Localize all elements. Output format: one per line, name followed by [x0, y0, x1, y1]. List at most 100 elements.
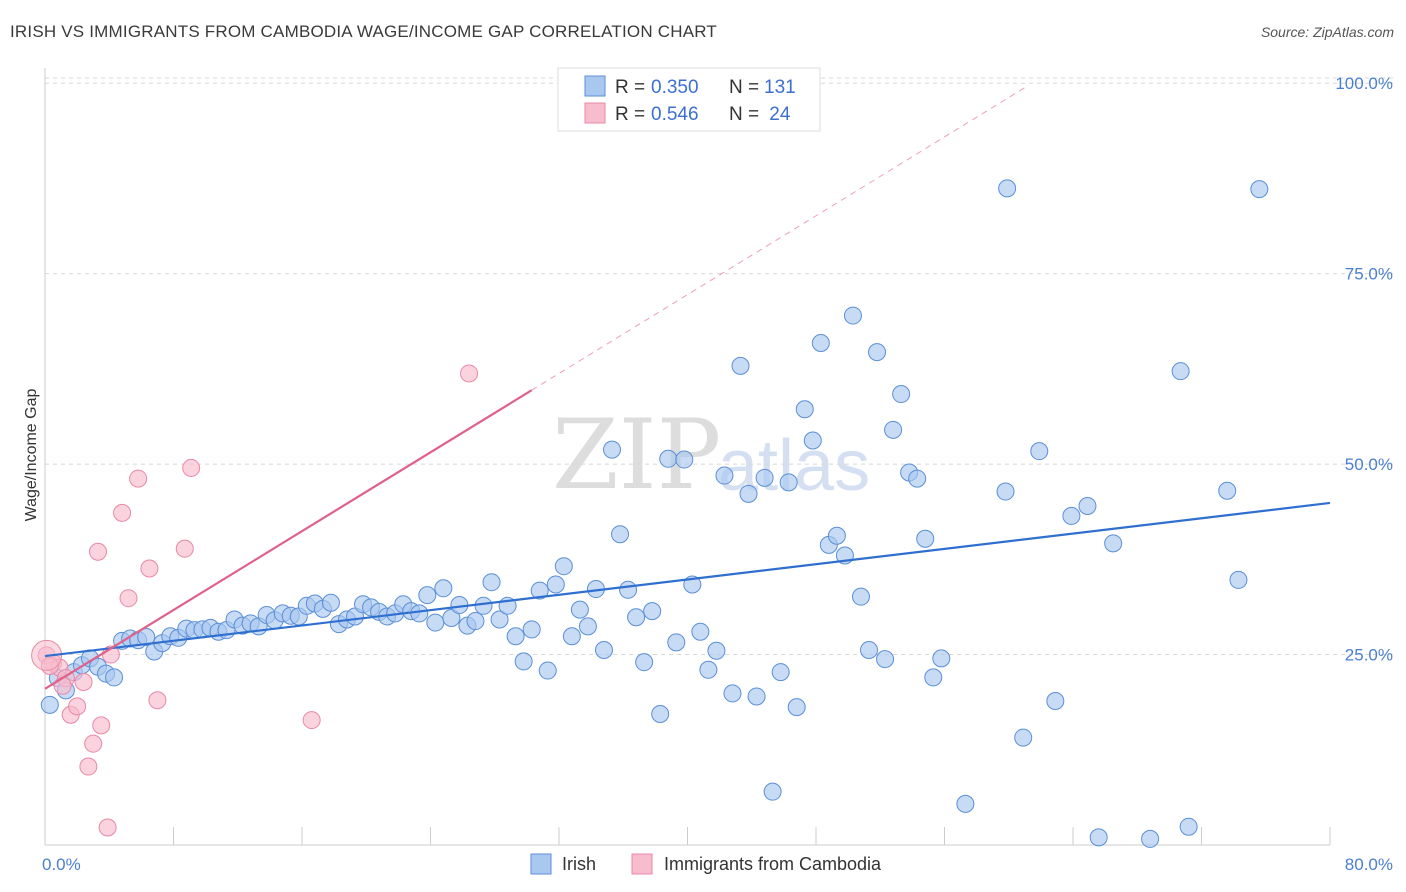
irish-point	[707, 641, 726, 660]
irish-point	[627, 608, 646, 627]
irish-point	[651, 704, 670, 723]
irish-point	[1078, 497, 1097, 516]
irish-point	[530, 581, 549, 600]
irish-trend-line	[44, 501, 1331, 658]
legend-r-label-irish: R =	[615, 77, 645, 98]
irish-point	[105, 668, 124, 687]
irish-point	[482, 573, 501, 592]
irish-point	[659, 449, 678, 468]
y-tick-label: 75.0%	[1345, 265, 1393, 284]
irish-point	[522, 620, 541, 639]
irish-point	[506, 627, 525, 646]
cambodia-point	[302, 711, 321, 730]
cambodia-point	[68, 697, 87, 716]
cambodia-point	[53, 676, 72, 695]
irish-point	[787, 698, 806, 717]
irish-point	[998, 179, 1017, 198]
irish-point	[466, 612, 485, 631]
bottom-legend-swatch-irish	[530, 853, 552, 875]
legend-swatch-cambodia	[584, 102, 606, 124]
y-tick-label: 50.0%	[1345, 455, 1393, 474]
cambodia-point	[148, 691, 167, 710]
cambodia-point	[92, 716, 111, 735]
irish-point	[924, 668, 943, 687]
irish-point	[892, 385, 911, 404]
cambodia-point	[140, 559, 159, 578]
irish-point	[843, 306, 862, 325]
trend-lines	[44, 87, 1331, 690]
y-tick-label: 25.0%	[1345, 646, 1393, 665]
irish-points	[40, 179, 1269, 848]
legend-n-label-irish: N =	[729, 77, 759, 98]
cambodia-point	[84, 734, 103, 753]
irish-point	[1046, 692, 1065, 711]
irish-point	[1104, 534, 1123, 553]
irish-point	[538, 661, 557, 680]
cambodia-points	[31, 364, 479, 837]
watermark: ZIP atlas	[552, 399, 870, 511]
grid	[45, 77, 1395, 656]
cambodia-trend-extension	[531, 87, 1026, 391]
irish-point	[1229, 570, 1248, 589]
irish-point	[321, 593, 340, 612]
bottom-legend-swatch-cambodia	[631, 853, 653, 875]
bottom-legend-irish: Irish	[562, 854, 596, 874]
irish-point	[40, 695, 59, 714]
cambodia-point	[175, 539, 194, 558]
legend-r-value-cambodia: 0.546	[651, 104, 699, 125]
irish-point	[554, 557, 573, 576]
irish-point	[860, 640, 879, 659]
cambodia-point	[182, 458, 201, 477]
irish-point	[827, 526, 846, 545]
irish-point	[803, 431, 822, 450]
cambodia-point	[89, 542, 108, 561]
irish-point	[514, 652, 533, 671]
watermark-zip: ZIP	[552, 399, 721, 511]
irish-point	[667, 633, 686, 652]
irish-point	[1250, 180, 1269, 199]
irish-point	[490, 610, 509, 629]
irish-point	[723, 684, 742, 703]
irish-point	[1171, 362, 1190, 381]
irish-point	[916, 529, 935, 548]
irish-point	[643, 602, 662, 621]
irish-point	[956, 794, 975, 813]
irish-point	[418, 586, 437, 605]
irish-point	[795, 400, 814, 419]
irish-point	[635, 653, 654, 672]
irish-point	[619, 580, 638, 599]
irish-point	[578, 617, 597, 636]
irish-point	[1218, 481, 1237, 500]
top-legend: R = 0.350 N = 131 R = 0.546 N = 24	[557, 67, 821, 132]
irish-point	[715, 466, 734, 485]
chart-title: IRISH VS IMMIGRANTS FROM CAMBODIA WAGE/I…	[10, 22, 718, 41]
irish-point	[410, 604, 429, 623]
irish-point	[675, 450, 694, 469]
cambodia-point	[113, 503, 132, 522]
x-tick-label: 80.0%	[1345, 855, 1393, 874]
irish-point	[434, 579, 453, 598]
legend-n-value-irish: 131	[764, 77, 796, 98]
irish-point	[884, 420, 903, 439]
cambodia-point	[74, 672, 93, 691]
irish-point	[747, 687, 766, 706]
legend-r-value-irish: 0.350	[651, 77, 699, 98]
cambodia-point	[119, 589, 138, 608]
irish-point	[811, 333, 830, 352]
irish-point	[779, 473, 798, 492]
irish-point	[1062, 506, 1081, 525]
irish-point	[570, 600, 589, 619]
irish-point	[594, 640, 613, 659]
irish-point	[1141, 829, 1160, 848]
legend-n-value-cambodia: 24	[764, 104, 791, 125]
bottom-legend: Irish Immigrants from Cambodia	[530, 853, 882, 875]
irish-point	[932, 649, 951, 668]
irish-point	[996, 482, 1015, 501]
irish-point	[868, 343, 887, 362]
irish-point	[763, 782, 782, 801]
irish-point	[876, 650, 895, 669]
irish-point	[611, 525, 630, 544]
irish-point	[426, 613, 445, 632]
x-tick-label: 0.0%	[42, 855, 81, 874]
cambodia-trend-line	[44, 389, 533, 690]
